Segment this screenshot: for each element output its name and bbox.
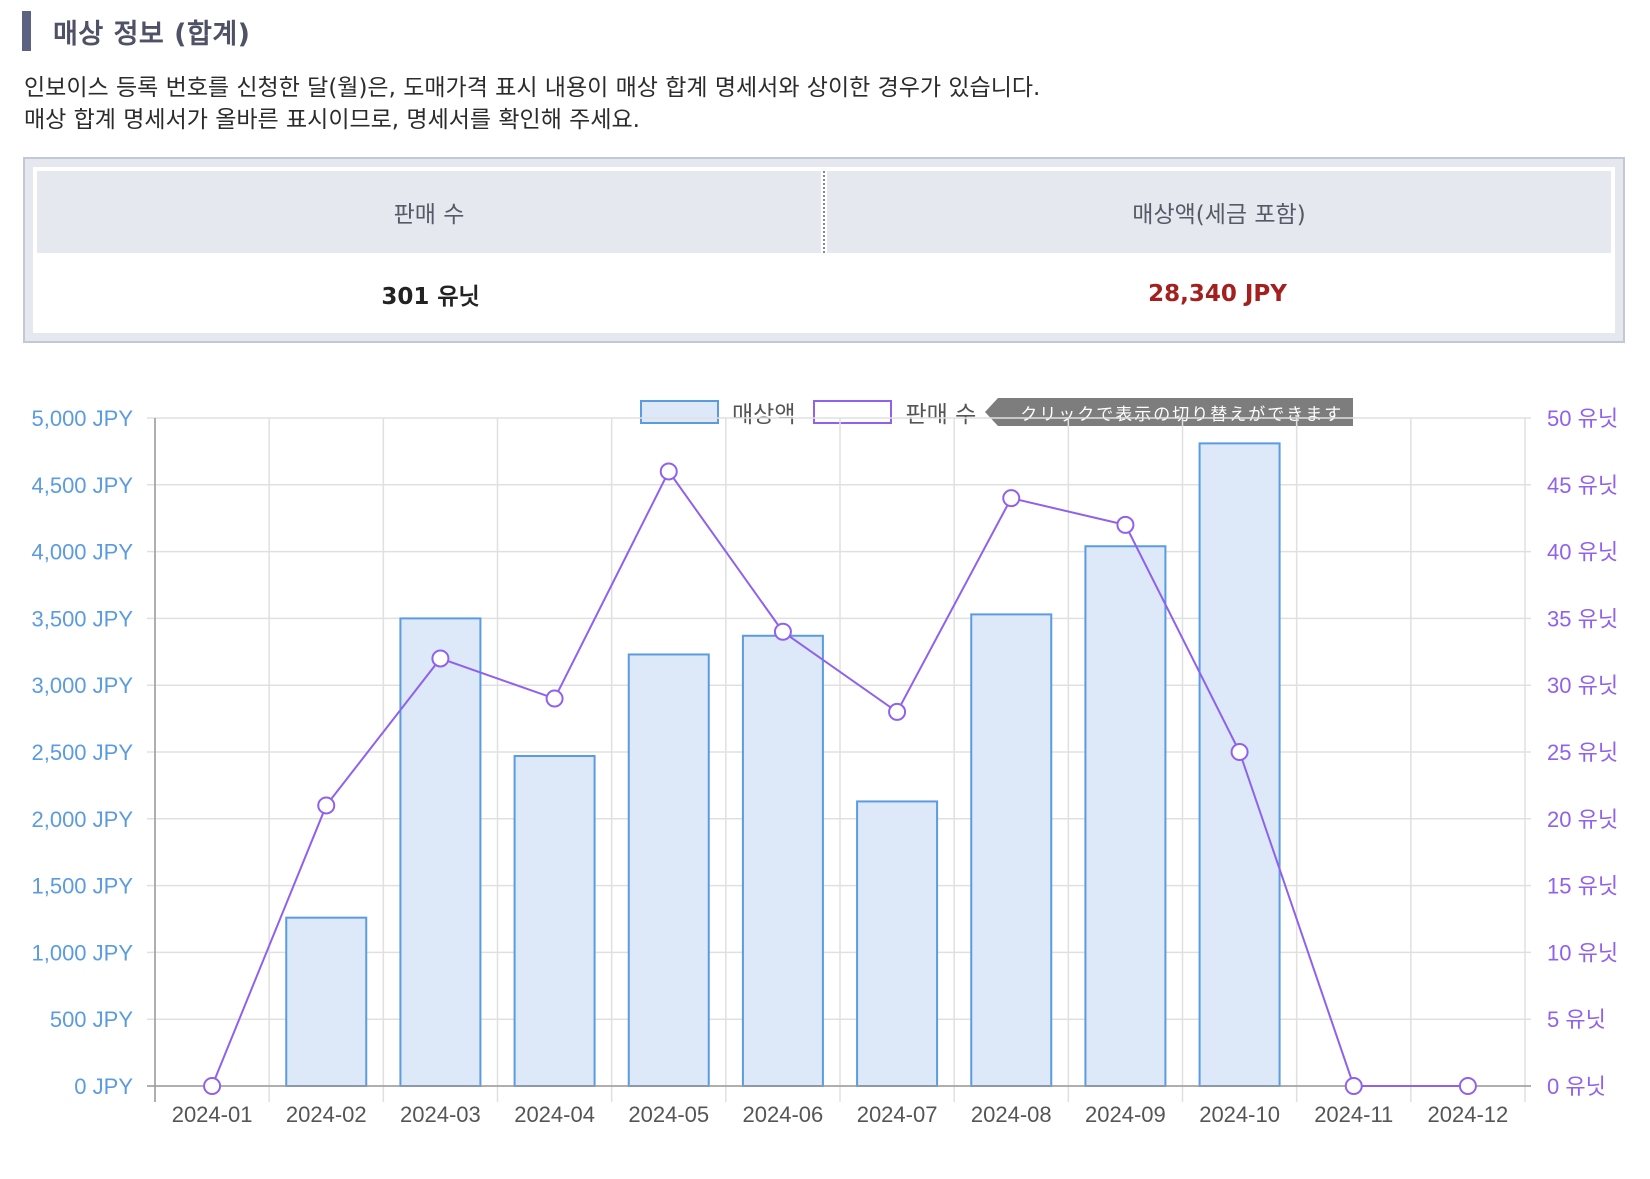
x-tick-label: 2024-11 bbox=[1314, 1102, 1393, 1127]
y-left-tick-label: 1,500 JPY bbox=[31, 874, 133, 899]
y-left-tick-label: 5,000 JPY bbox=[31, 406, 133, 431]
chart-plot-svg: 0 JPY 0 유닛 500 JPY 5 유닛 1,000 JPY 10 유닛 1,500 … bbox=[31, 406, 1618, 1127]
x-tick-label: 2024-07 bbox=[857, 1102, 938, 1127]
notice-line-1: 인보이스 등록 번호를 신청한 달(월)은, 도매가격 표시 내용이 매상 합계… bbox=[24, 75, 1041, 101]
chart-axes bbox=[147, 418, 1531, 1102]
section-accent-bar bbox=[22, 11, 31, 51]
point-units-2024-10[interactable] bbox=[1230, 743, 1249, 761]
notice-text: 인보이스 등록 번호를 신청한 달(월)은, 도매가격 표시 내용이 매상 합계… bbox=[24, 72, 1040, 136]
point-units-2024-02[interactable] bbox=[317, 796, 336, 815]
bar-sales-2024-06[interactable] bbox=[741, 634, 824, 1087]
y-left-tick-label: 1,000 JPY bbox=[31, 940, 133, 965]
bar-sales-2024-05[interactable] bbox=[627, 653, 710, 1087]
bar-sales-2024-07[interactable] bbox=[856, 800, 939, 1087]
legend-label-sales: 매상액 bbox=[732, 402, 796, 428]
toggle-hint-tooltip: クリックで表示の切り替えができます bbox=[985, 398, 1354, 426]
y-left-tick-label: 2,500 JPY bbox=[31, 740, 133, 765]
y-right-tick-label: 10 유닛 bbox=[1547, 940, 1618, 965]
bar-sales-2024-02[interactable] bbox=[285, 916, 368, 1087]
point-units-2024-09[interactable] bbox=[1116, 515, 1135, 534]
y-right-tick-label: 30 유닛 bbox=[1547, 673, 1618, 698]
point-units-2024-03[interactable] bbox=[431, 649, 450, 668]
y-right-tick-label: 15 유닛 bbox=[1547, 874, 1618, 899]
y-left-tick-label: 2,000 JPY bbox=[31, 807, 133, 832]
y-right-tick-label: 0 유닛 bbox=[1547, 1074, 1606, 1099]
chart-tick-labels: 0 JPY 0 유닛 500 JPY 5 유닛 1,000 JPY 10 유닛 1,500 … bbox=[31, 406, 1618, 1127]
bar-sales-2024-04[interactable] bbox=[513, 755, 596, 1087]
x-tick-label: 2024-06 bbox=[743, 1102, 824, 1127]
summary-table-inner: 판매 수 매상액(세금 포함) 301 유닛 28,340 JPY bbox=[33, 167, 1615, 333]
y-right-tick-label: 20 유닛 bbox=[1547, 807, 1618, 832]
y-left-tick-label: 500 JPY bbox=[50, 1007, 133, 1032]
bar-sales-2024-10[interactable] bbox=[1198, 442, 1281, 1088]
y-right-tick-label: 25 유닛 bbox=[1547, 740, 1618, 765]
point-units-2024-01[interactable] bbox=[203, 1077, 222, 1095]
legend-swatch-units bbox=[813, 400, 893, 424]
y-right-tick-label: 5 유닛 bbox=[1547, 1007, 1606, 1032]
line-units-path bbox=[211, 469, 1468, 1087]
y-right-tick-label: 45 유닛 bbox=[1547, 473, 1618, 498]
y-left-tick-label: 3,500 JPY bbox=[31, 606, 133, 631]
section-title: 매상 정보 (합계) bbox=[53, 18, 251, 50]
bar-sales-2024-09[interactable] bbox=[1084, 545, 1167, 1088]
summary-header-units: 판매 수 bbox=[37, 171, 821, 253]
point-units-2024-07[interactable] bbox=[888, 702, 907, 721]
x-tick-label: 2024-05 bbox=[628, 1102, 709, 1127]
notice-line-2: 매상 합계 명세서가 올바른 표시이므로, 명세서를 확인해 주세요. bbox=[24, 107, 640, 133]
x-tick-label: 2024-08 bbox=[971, 1102, 1052, 1127]
x-tick-label: 2024-10 bbox=[1199, 1102, 1280, 1127]
legend-item-units[interactable]: 판매 수 bbox=[813, 395, 976, 429]
x-tick-label: 2024-12 bbox=[1428, 1102, 1509, 1127]
summary-header-row: 판매 수 매상액(세금 포함) bbox=[37, 171, 1611, 253]
x-tick-label: 2024-04 bbox=[514, 1102, 595, 1127]
legend-swatch-sales bbox=[640, 400, 719, 424]
summary-header-divider bbox=[823, 171, 825, 253]
summary-value-units: 301 유닛 bbox=[381, 284, 480, 310]
line-series-units bbox=[203, 462, 1477, 1095]
y-left-tick-label: 0 JPY bbox=[74, 1074, 133, 1099]
point-units-2024-05[interactable] bbox=[659, 462, 678, 481]
y-left-tick-label: 4,500 JPY bbox=[31, 473, 133, 498]
y-right-tick-label: 40 유닛 bbox=[1547, 540, 1618, 565]
bar-series-sales bbox=[285, 442, 1281, 1088]
legend-label-units: 판매 수 bbox=[905, 402, 977, 428]
x-tick-label: 2024-03 bbox=[400, 1102, 481, 1127]
y-right-tick-label: 50 유닛 bbox=[1547, 406, 1618, 431]
x-tick-label: 2024-09 bbox=[1085, 1102, 1166, 1127]
point-units-2024-12[interactable] bbox=[1458, 1077, 1477, 1095]
bar-sales-2024-03[interactable] bbox=[399, 617, 482, 1087]
bar-sales-2024-08[interactable] bbox=[970, 613, 1053, 1087]
x-tick-label: 2024-01 bbox=[172, 1102, 253, 1127]
summary-header-sales: 매상액(세금 포함) bbox=[827, 171, 1611, 253]
point-units-2024-11[interactable] bbox=[1344, 1077, 1363, 1095]
chart-legend: 매상액 판매 수 クリックで表示の切り替えができます bbox=[640, 392, 1354, 432]
point-units-2024-06[interactable] bbox=[773, 622, 792, 641]
y-left-tick-label: 4,000 JPY bbox=[31, 540, 133, 565]
summary-value-row: 301 유닛 28,340 JPY bbox=[37, 259, 1611, 329]
point-units-2024-08[interactable] bbox=[1002, 489, 1021, 508]
summary-table: 판매 수 매상액(세금 포함) 301 유닛 28,340 JPY bbox=[23, 157, 1625, 343]
y-right-tick-label: 35 유닛 bbox=[1547, 606, 1618, 631]
summary-value-sales: 28,340 JPY bbox=[1148, 281, 1287, 307]
section-header: 매상 정보 (합계) bbox=[22, 10, 251, 52]
y-left-tick-label: 3,000 JPY bbox=[31, 673, 133, 698]
point-units-2024-04[interactable] bbox=[545, 689, 564, 708]
sales-chart: 매상액 판매 수 クリックで表示の切り替えができます 0 JPY 0 유닛 500 … bbox=[0, 380, 1650, 1179]
legend-item-sales[interactable]: 매상액 bbox=[640, 395, 795, 429]
x-tick-label: 2024-02 bbox=[286, 1102, 367, 1127]
